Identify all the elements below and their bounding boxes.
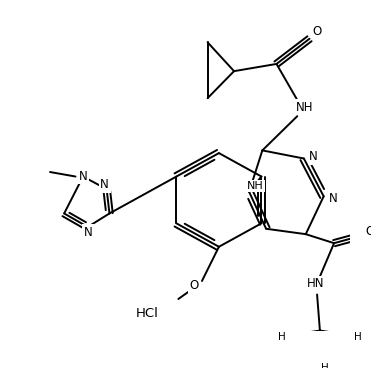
Text: O: O bbox=[312, 25, 322, 38]
Text: NH: NH bbox=[247, 181, 264, 191]
Text: HN: HN bbox=[306, 277, 324, 290]
Text: N: N bbox=[83, 226, 92, 239]
Text: O: O bbox=[190, 279, 199, 292]
Text: HCl: HCl bbox=[136, 307, 158, 320]
Text: H: H bbox=[321, 363, 328, 368]
Text: NH: NH bbox=[296, 101, 313, 114]
Text: N: N bbox=[101, 178, 109, 191]
Text: O: O bbox=[365, 225, 371, 238]
Text: N: N bbox=[79, 170, 88, 183]
Text: H: H bbox=[278, 332, 286, 342]
Text: N: N bbox=[309, 150, 318, 163]
Text: H: H bbox=[354, 332, 361, 342]
Text: N: N bbox=[329, 192, 338, 205]
